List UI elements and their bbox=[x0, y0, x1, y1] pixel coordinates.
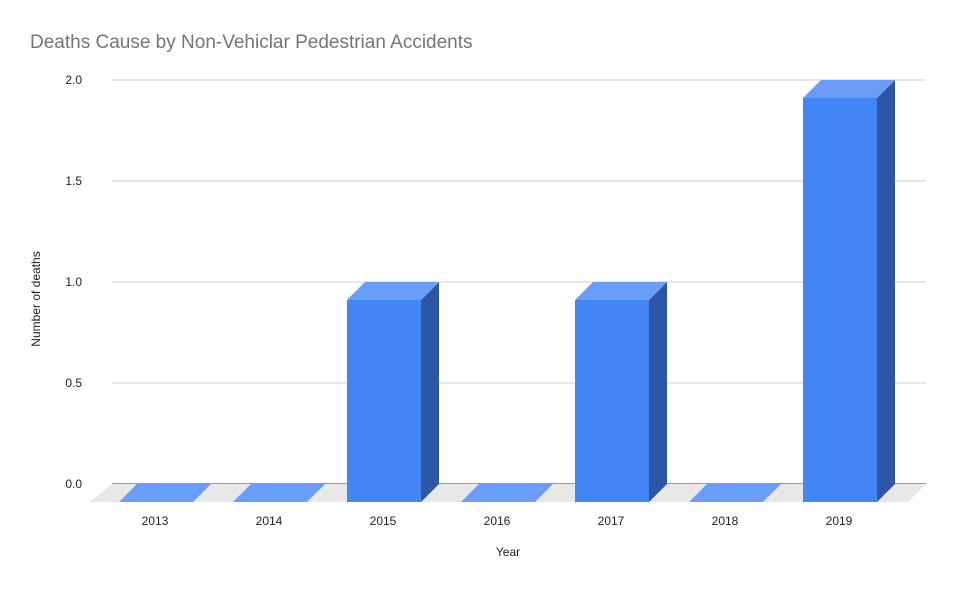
y-axis-ticks: 0.0 0.5 1.0 1.5 2.0 bbox=[65, 73, 82, 491]
bar bbox=[575, 282, 667, 502]
y-tick-label: 1.5 bbox=[65, 174, 82, 188]
y-tick-label: 1.0 bbox=[65, 275, 82, 289]
bar-side bbox=[877, 80, 895, 502]
bar bbox=[233, 484, 325, 502]
bar-front bbox=[803, 98, 877, 502]
bar-top bbox=[689, 484, 781, 502]
bar bbox=[461, 484, 553, 502]
bar-front bbox=[575, 300, 649, 502]
bar bbox=[803, 80, 895, 502]
bar-side bbox=[421, 282, 439, 502]
x-tick-label: 2013 bbox=[142, 514, 169, 528]
bar-side bbox=[649, 282, 667, 502]
x-axis-ticks: 2013 2014 2015 2016 2017 2018 2019 bbox=[142, 514, 853, 528]
bar-top bbox=[575, 282, 667, 300]
x-tick-label: 2017 bbox=[598, 514, 625, 528]
chart-title: Deaths Cause by Non-Vehiclar Pedestrian … bbox=[30, 32, 473, 53]
bar bbox=[689, 484, 781, 502]
bars bbox=[119, 80, 895, 502]
x-tick-label: 2018 bbox=[712, 514, 739, 528]
x-axis-title: Year bbox=[496, 545, 520, 559]
bar-top bbox=[119, 484, 211, 502]
bar-top bbox=[803, 80, 895, 98]
bar bbox=[119, 484, 211, 502]
y-tick-label: 0.5 bbox=[65, 376, 82, 390]
bar-top bbox=[461, 484, 553, 502]
bar bbox=[347, 282, 439, 502]
x-tick-label: 2015 bbox=[370, 514, 397, 528]
y-tick-label: 2.0 bbox=[65, 73, 82, 87]
x-tick-label: 2016 bbox=[484, 514, 511, 528]
bar-top bbox=[347, 282, 439, 300]
x-tick-label: 2014 bbox=[256, 514, 283, 528]
bar-top bbox=[233, 484, 325, 502]
x-tick-label: 2019 bbox=[826, 514, 853, 528]
y-tick-label: 0.0 bbox=[65, 477, 82, 491]
y-axis-title: Number of deaths bbox=[29, 251, 43, 346]
bar-front bbox=[347, 300, 421, 502]
